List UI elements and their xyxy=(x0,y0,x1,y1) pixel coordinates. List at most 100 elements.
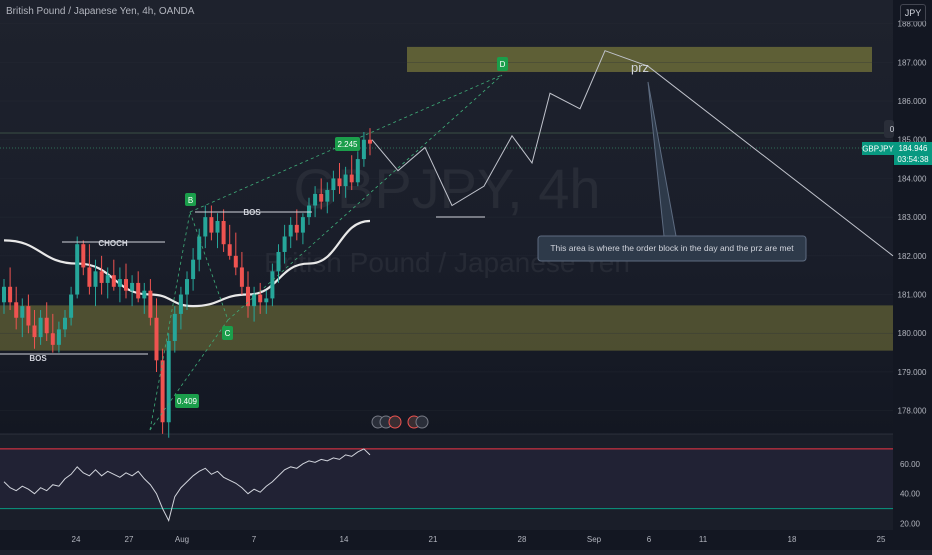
candles-layer xyxy=(2,128,372,438)
rsi-line xyxy=(3,448,371,522)
harmonic-leg-bc xyxy=(189,211,229,321)
candle-body xyxy=(44,317,49,334)
price-tag-partial-box xyxy=(884,120,894,138)
note-callout-text[interactable]: This area is where the order block in th… xyxy=(550,243,794,253)
time-tick-label: 14 xyxy=(340,535,349,544)
candle-body xyxy=(191,259,196,280)
bos-label-left[interactable]: BOS xyxy=(29,354,47,363)
prz-label[interactable]: prz xyxy=(631,60,649,75)
price-tick-label: 186.000 xyxy=(898,97,927,106)
point-d-label[interactable]: D xyxy=(500,60,506,69)
candle-body xyxy=(288,224,293,237)
point-d-badge[interactable] xyxy=(497,57,508,71)
candle-body xyxy=(111,275,116,287)
harmonic-leg-xc xyxy=(149,319,229,431)
prz-zone xyxy=(407,46,872,72)
point-b-badge[interactable] xyxy=(185,193,196,206)
candle-body xyxy=(14,302,19,318)
event-icon-5[interactable] xyxy=(415,415,429,429)
candle-body xyxy=(154,317,159,361)
candle-body xyxy=(166,340,171,423)
candle-body xyxy=(148,290,153,318)
candle-body xyxy=(227,244,232,256)
currency-button[interactable]: JPY xyxy=(900,4,926,22)
point-c-badge[interactable] xyxy=(222,326,233,340)
candle-body xyxy=(215,221,220,233)
candle-body xyxy=(209,217,214,233)
candle-body xyxy=(130,282,135,291)
note-callout-box[interactable] xyxy=(537,235,807,262)
price-tag-countdown: 03:54:38 xyxy=(897,155,929,164)
candle-body xyxy=(117,279,122,287)
price-tick-label: 178.000 xyxy=(898,407,927,416)
ratio-high-label[interactable]: 2.245 xyxy=(337,140,358,149)
point-b-label[interactable]: B xyxy=(188,196,193,205)
candle-body xyxy=(26,306,31,326)
price-tick-label: 185.000 xyxy=(898,136,927,145)
ratio-low-label[interactable]: 0.409 xyxy=(177,397,198,406)
time-tick-label: 21 xyxy=(429,535,438,544)
time-tick-label: 6 xyxy=(647,535,652,544)
candle-body xyxy=(264,298,269,303)
candle-body xyxy=(136,282,141,299)
candle-body xyxy=(50,333,55,345)
choch-label[interactable]: CHOCH xyxy=(98,239,128,248)
harmonic-leg-cd xyxy=(227,74,503,321)
price-tick-label: 179.000 xyxy=(898,368,927,377)
axes-layer: 188.000 187.000 186.000 185.000 184.000 183.0… xyxy=(72,20,927,544)
candle-body xyxy=(69,294,74,318)
candle-body xyxy=(349,174,354,183)
candle-body xyxy=(258,294,263,303)
bos-label-top[interactable]: BOS xyxy=(243,208,261,217)
candle-body xyxy=(124,279,128,291)
time-tick-label: Sep xyxy=(587,535,602,544)
price-tag-symbol-box xyxy=(862,142,894,155)
price-tag-partial: 0 xyxy=(890,125,895,134)
candle-body xyxy=(63,317,67,330)
price-tick-label: 180.000 xyxy=(898,329,927,338)
candle-body xyxy=(361,139,366,160)
candle-body xyxy=(93,271,98,287)
candle-body xyxy=(178,294,183,314)
point-c-label[interactable]: C xyxy=(225,329,231,338)
candle-body xyxy=(56,329,61,345)
ratio-high-badge[interactable] xyxy=(335,137,360,151)
candle-body xyxy=(142,290,147,299)
event-icon-3[interactable] xyxy=(388,415,402,429)
candle-body xyxy=(87,267,92,287)
price-tick-label: 181.000 xyxy=(898,291,927,300)
candle-body xyxy=(270,271,275,299)
candle-body xyxy=(307,205,311,218)
rsi-tick-label: 20.00 xyxy=(900,520,921,529)
time-tick-label: 25 xyxy=(877,535,886,544)
candle-body xyxy=(276,251,281,272)
ratio-low-badge[interactable] xyxy=(175,394,199,408)
candle-body xyxy=(313,193,318,206)
candle-body xyxy=(2,286,6,303)
time-tick-label: 27 xyxy=(125,535,134,544)
symbol-title: British Pound / Japanese Yen, 4h, OANDA xyxy=(6,6,195,17)
candle-body xyxy=(325,190,330,202)
rsi-tick-label: 60.00 xyxy=(900,460,921,469)
price-tick-label: 182.000 xyxy=(898,252,927,261)
price-tag[interactable]: GBPJPY 184.946 03:54:38 0 xyxy=(862,120,932,165)
candle-body xyxy=(81,244,86,268)
time-tick-label: 11 xyxy=(699,535,708,544)
candle-body xyxy=(197,236,202,260)
rsi-pane-background xyxy=(0,435,893,530)
time-tick-label: 24 xyxy=(72,535,81,544)
rsi-band xyxy=(0,448,893,509)
price-tick-label: 183.000 xyxy=(898,213,927,222)
price-tick-label: 187.000 xyxy=(898,58,927,67)
candle-body xyxy=(300,217,305,233)
time-tick-label: 18 xyxy=(788,535,797,544)
price-axis-background xyxy=(893,0,932,550)
event-icons[interactable] xyxy=(371,415,429,429)
candle-body xyxy=(368,139,372,144)
rsi-tick-label: 40.00 xyxy=(900,490,921,499)
candle-body xyxy=(105,275,110,283)
time-axis-background xyxy=(0,530,893,550)
candle-body xyxy=(203,217,208,237)
